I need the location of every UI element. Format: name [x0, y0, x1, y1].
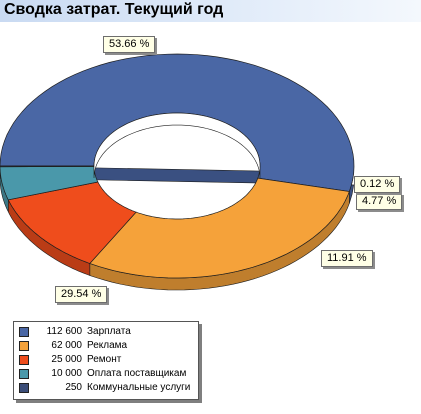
chart-header: Сводка затрат. Текущий год — [0, 0, 421, 22]
chart-legend: 112 600 Зарплата 62 000 Реклама 25 000 Р… — [13, 321, 199, 400]
legend-swatch-suppliers — [19, 369, 29, 379]
legend-value: 10 000 — [51, 368, 82, 379]
legend-value: 62 000 — [51, 340, 82, 351]
legend-swatch-utilities — [19, 383, 29, 393]
legend-item-suppliers: 10 000 Оплата поставщикам — [19, 367, 194, 380]
donut-inner-wall — [93, 112, 261, 179]
legend-item-advertising: 62 000 Реклама — [19, 339, 194, 352]
chart-title: Сводка затрат. Текущий год — [4, 1, 224, 18]
slice-advertising — [89, 177, 350, 279]
slice-utilities — [0, 165, 95, 168]
legend-name: Оплата поставщикам — [87, 368, 187, 379]
slice-label-utilities: 0.12 % — [354, 176, 401, 193]
slice-label-salary: 53.66 % — [103, 36, 156, 53]
legend-swatch-repair — [19, 355, 29, 365]
legend-name: Зарплата — [87, 326, 131, 337]
legend-name: Ремонт — [87, 354, 122, 365]
legend-swatch-salary — [19, 327, 29, 337]
legend-value: 250 — [65, 382, 82, 393]
legend-item-salary: 112 600 Зарплата — [19, 325, 194, 338]
legend-name: Реклама — [87, 340, 128, 351]
legend-value: 25 000 — [51, 354, 82, 365]
legend-value: 112 600 — [46, 326, 82, 337]
legend-name: Коммунальные услуги — [87, 382, 191, 393]
slice-label-repair: 11.91 % — [321, 250, 373, 267]
slice-label-advertising: 29.54 % — [55, 286, 108, 303]
legend-item-repair: 25 000 Ремонт — [19, 353, 194, 366]
legend-swatch-advertising — [19, 341, 29, 351]
legend-item-utilities: 250 Коммунальные услуги — [19, 381, 194, 394]
slice-label-suppliers: 4.77 % — [356, 193, 403, 210]
